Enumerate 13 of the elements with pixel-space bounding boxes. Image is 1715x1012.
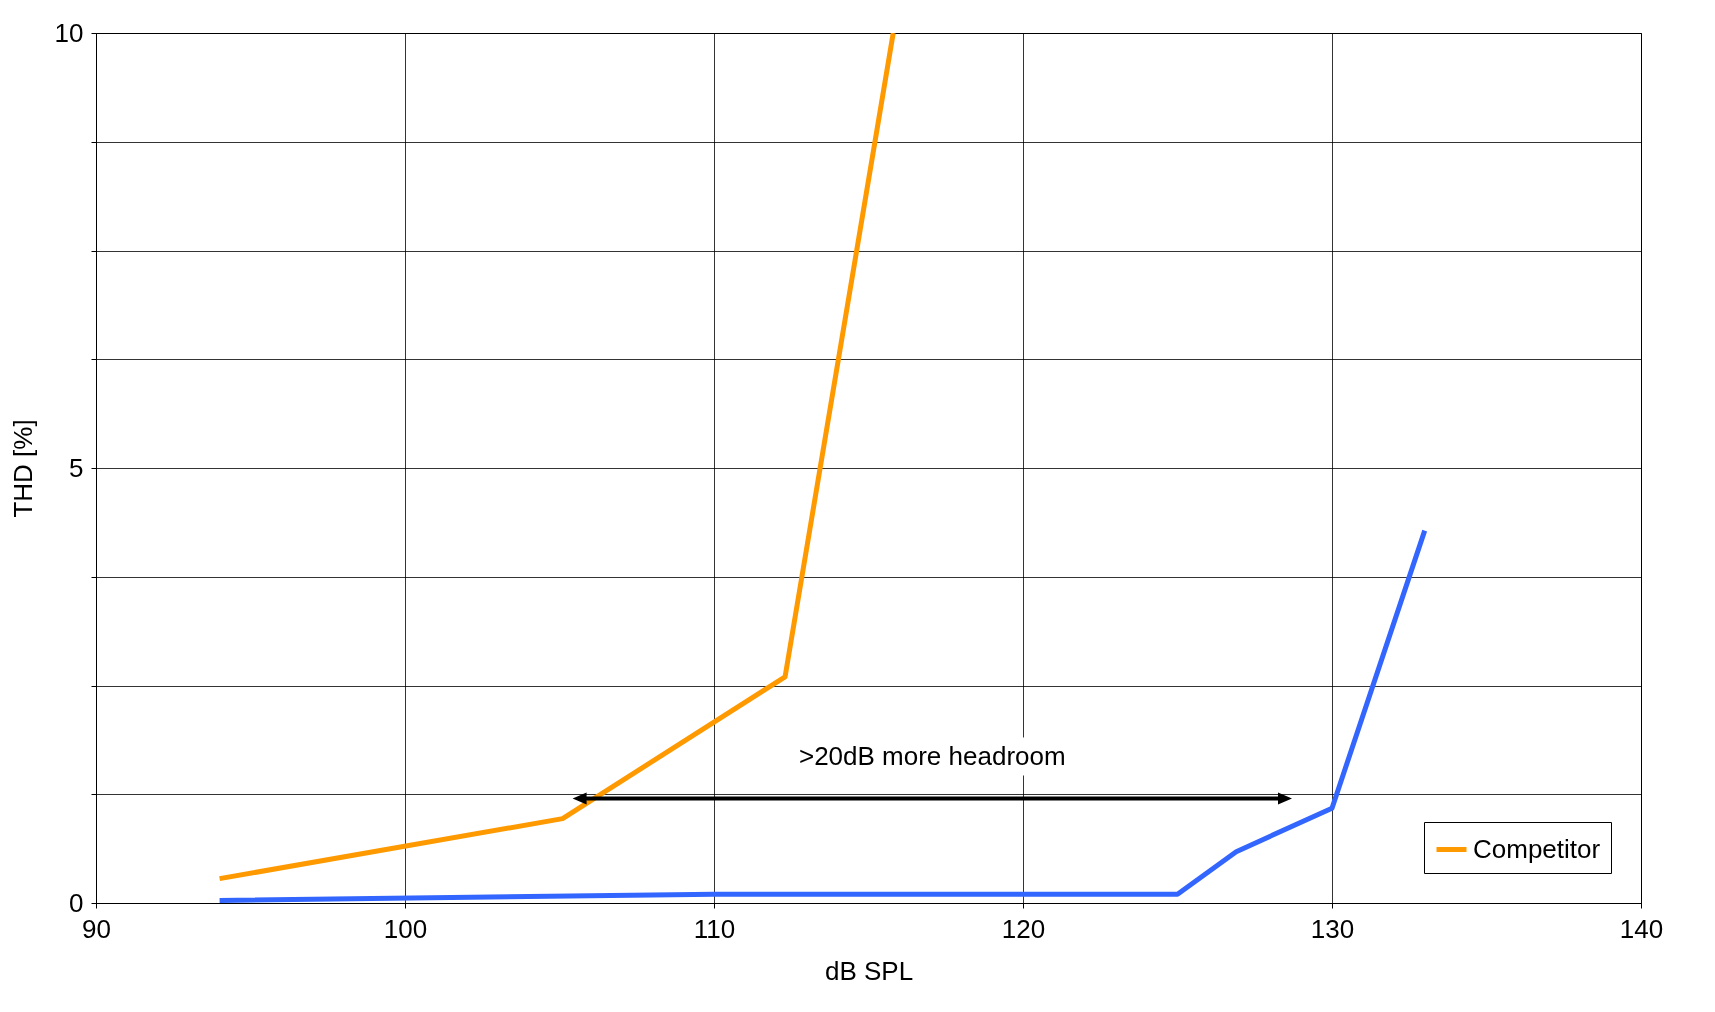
legend-label: Competitor [1473,833,1601,864]
x-tick-label: 100 [383,913,428,944]
x-tick-label: 120 [1001,913,1046,944]
annotation: >20dB more headroom [798,741,1066,772]
y-tick-label: 0 [69,887,84,918]
x-tick-label: 90 [82,913,111,944]
x-tick-label: 110 [693,913,736,944]
x-tick-label: 130 [1310,913,1355,944]
y-tick-label: 5 [69,452,84,483]
y-tick-label: 10 [54,17,84,48]
x-axis-title: dB SPL [824,955,914,986]
y-axis-title: THD [%] [7,419,38,518]
x-tick-label: 140 [1619,913,1664,944]
